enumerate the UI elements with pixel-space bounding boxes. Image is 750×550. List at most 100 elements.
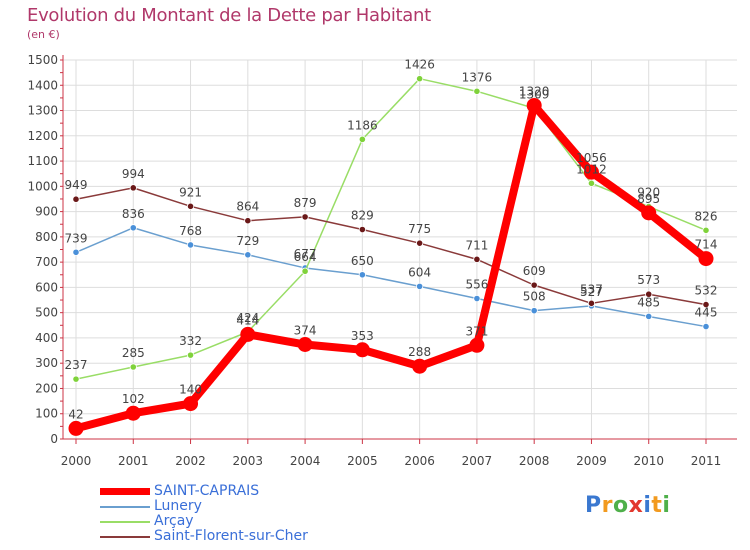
logo-letter: x [628, 493, 644, 518]
data-point [240, 326, 256, 342]
x-tick-label: 2008 [519, 454, 550, 468]
legend-swatch [100, 521, 150, 523]
data-label: 664 [294, 250, 317, 264]
data-point [358, 135, 366, 143]
y-tick-label: 100 [35, 407, 58, 421]
data-label: 485 [637, 295, 660, 309]
data-label: 864 [236, 200, 259, 214]
data-point [72, 375, 80, 383]
data-point [702, 300, 710, 309]
x-tick-label: 2007 [462, 454, 493, 468]
data-label: 508 [523, 290, 546, 304]
x-tick-label: 2004 [290, 454, 321, 468]
data-point [358, 225, 366, 234]
data-label: 332 [179, 334, 202, 348]
data-point [297, 337, 313, 353]
logo-letter: i [643, 493, 652, 518]
data-label: 556 [465, 278, 488, 292]
data-label: 537 [580, 282, 603, 296]
x-tick-label: 2002 [175, 454, 206, 468]
y-tick-label: 400 [35, 331, 58, 345]
data-point [473, 294, 481, 303]
data-label: 920 [637, 186, 660, 200]
data-label: 775 [408, 222, 431, 236]
legend-label: Saint-Florent-sur-Cher [154, 528, 308, 544]
y-tick-label: 1100 [27, 154, 58, 168]
x-tick-label: 2005 [347, 454, 378, 468]
data-point [301, 267, 309, 275]
x-tick-label: 2001 [118, 454, 149, 468]
data-label: 994 [122, 167, 145, 181]
series-line [75, 77, 707, 380]
data-label: 102 [122, 392, 145, 406]
x-tick-label: 2009 [576, 454, 607, 468]
data-point [530, 307, 538, 315]
data-label: 414 [236, 313, 259, 327]
data-label: 895 [637, 192, 660, 206]
data-point [587, 299, 596, 307]
data-point [416, 75, 424, 83]
logo-letter: o [612, 493, 629, 518]
y-tick-label: 1200 [27, 129, 58, 143]
legend-label: Lunery [154, 498, 202, 514]
logo-letter: P [585, 493, 602, 518]
y-tick-label: 900 [35, 205, 58, 219]
data-label: 288 [408, 345, 431, 359]
data-label: 826 [695, 209, 718, 223]
data-label: 879 [294, 196, 317, 210]
data-label: 1376 [462, 70, 493, 84]
data-point [412, 358, 428, 374]
data-label: 604 [408, 265, 431, 279]
legend-swatch [100, 488, 150, 495]
data-point [587, 179, 596, 187]
data-label: 1309 [519, 87, 550, 101]
data-point [244, 217, 252, 225]
data-label: 921 [179, 185, 202, 199]
y-tick-label: 600 [35, 280, 58, 294]
data-point [416, 282, 424, 290]
data-label: 729 [236, 234, 259, 248]
data-point [68, 420, 84, 436]
data-point [244, 251, 252, 259]
plot-area [63, 60, 737, 439]
data-point [645, 312, 653, 321]
proxiti-logo: Proxiti [585, 493, 670, 518]
x-tick-label: 2010 [633, 454, 664, 468]
data-label: 445 [695, 306, 718, 320]
data-point [125, 405, 141, 421]
chart-unit: (en €) [27, 28, 60, 41]
data-point [473, 87, 481, 95]
data-label: 1056 [576, 151, 607, 165]
series-line [75, 187, 707, 306]
data-point [641, 205, 657, 221]
y-tick-label: 500 [35, 306, 58, 320]
data-label: 829 [351, 209, 374, 223]
x-tick-label: 2006 [404, 454, 435, 468]
y-tick-label: 800 [35, 230, 58, 244]
y-tick-label: 700 [35, 255, 58, 269]
data-label: 677 [294, 247, 317, 261]
y-tick-label: 1400 [27, 78, 58, 92]
legend-label: Arçay [154, 513, 194, 529]
data-point [72, 195, 80, 203]
data-point [186, 351, 195, 359]
data-point [358, 271, 366, 279]
data-point [129, 224, 137, 232]
data-label: 374 [294, 324, 317, 338]
legend-swatch [100, 536, 150, 538]
data-point [526, 97, 542, 113]
y-tick-label: 1000 [27, 179, 58, 193]
data-label: 650 [351, 254, 374, 268]
data-label: 532 [695, 284, 718, 298]
data-point [473, 255, 481, 263]
logo-letter: i [662, 493, 671, 518]
y-tick-label: 1500 [27, 53, 58, 67]
data-point [469, 337, 485, 353]
data-point [698, 251, 714, 267]
data-point [702, 226, 710, 234]
series-line [72, 101, 710, 433]
data-label: 739 [65, 231, 88, 245]
data-label: 353 [351, 329, 374, 343]
